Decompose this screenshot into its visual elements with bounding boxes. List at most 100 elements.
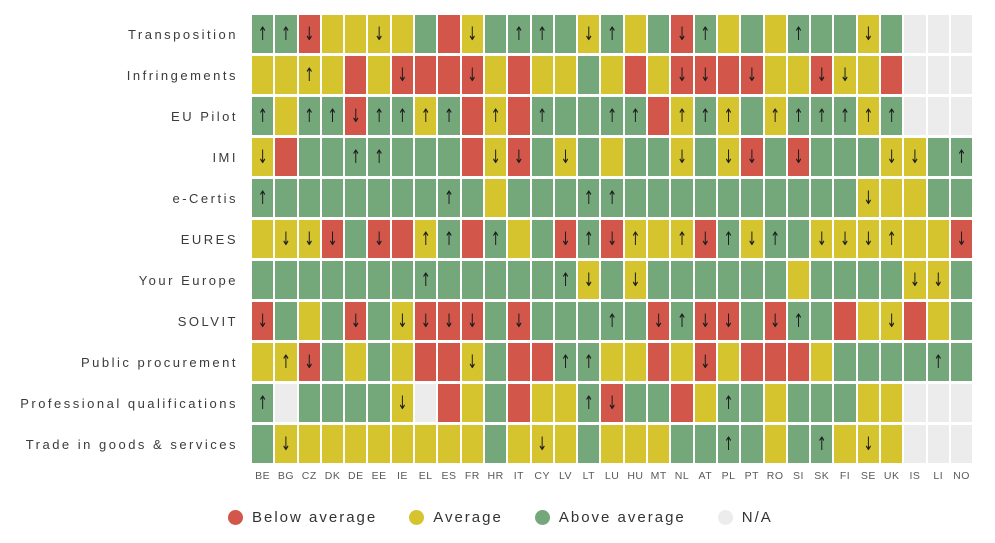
down-arrow-icon: ↓ xyxy=(770,310,781,332)
down-arrow-icon: ↓ xyxy=(653,310,664,332)
heatmap-cell xyxy=(368,384,390,422)
column-label: AT xyxy=(698,470,713,482)
row-label: Your Europe xyxy=(138,272,238,288)
heatmap-cell: ↓ xyxy=(671,56,693,94)
down-arrow-icon: ↓ xyxy=(956,228,967,250)
up-arrow-icon: ↑ xyxy=(723,392,734,414)
up-arrow-icon: ↑ xyxy=(490,105,501,127)
heatmap-cell xyxy=(904,220,926,258)
heatmap-cell xyxy=(950,56,973,94)
up-arrow-icon: ↑ xyxy=(257,23,268,45)
down-arrow-icon: ↓ xyxy=(607,228,618,250)
heatmap-cell xyxy=(321,384,344,422)
heatmap-cell xyxy=(904,179,926,217)
heatmap-cell xyxy=(904,343,926,381)
heatmap-cell xyxy=(927,425,949,463)
column-label: FI xyxy=(839,470,851,482)
heatmap-cell: ↓ xyxy=(671,138,693,176)
down-arrow-icon: ↓ xyxy=(327,228,338,250)
heatmap-cell xyxy=(601,261,623,299)
heatmap-cell: ↑ xyxy=(787,15,810,53)
heatmap-cell: ↓ xyxy=(764,302,786,340)
heatmap-cell xyxy=(368,302,390,340)
heatmap-cell xyxy=(671,261,693,299)
heatmap-cell xyxy=(950,179,973,217)
heatmap-cell: ↑ xyxy=(671,97,693,135)
heatmap-cell: ↓ xyxy=(461,302,483,340)
up-arrow-icon: ↑ xyxy=(327,105,338,127)
heatmap-cell xyxy=(950,302,973,340)
column-label: NO xyxy=(953,470,970,482)
up-arrow-icon: ↑ xyxy=(816,433,827,455)
heatmap-cell: ↓ xyxy=(252,302,274,340)
heatmap-cell xyxy=(391,425,414,463)
heatmap-cell: ↑ xyxy=(298,97,320,135)
column-label-spacer xyxy=(8,466,250,490)
heatmap-cell xyxy=(601,56,623,94)
heatmap-cell xyxy=(671,179,693,217)
heatmap-cell xyxy=(321,302,344,340)
heatmap-cell xyxy=(415,15,437,53)
heatmap-cell xyxy=(811,343,833,381)
column-label: ES xyxy=(441,470,457,482)
heatmap-cell: ↑ xyxy=(252,384,274,422)
down-arrow-icon: ↓ xyxy=(863,433,874,455)
heatmap-cell: ↑ xyxy=(601,302,623,340)
heatmap-cell: ↑ xyxy=(345,138,367,176)
heatmap-cell: ↓ xyxy=(717,302,740,340)
down-arrow-icon: ↓ xyxy=(397,310,408,332)
heatmap-cell xyxy=(438,384,460,422)
up-arrow-icon: ↑ xyxy=(583,392,594,414)
heatmap-cell: ↓ xyxy=(741,220,763,258)
heatmap-cell xyxy=(321,343,344,381)
up-arrow-icon: ↑ xyxy=(583,351,594,373)
heatmap-cell xyxy=(578,97,600,135)
heatmap-cell xyxy=(554,56,577,94)
heatmap-cell xyxy=(881,179,903,217)
heatmap-cell xyxy=(531,261,553,299)
down-arrow-icon: ↓ xyxy=(630,269,641,291)
heatmap-cell xyxy=(531,384,553,422)
heatmap-cell xyxy=(321,425,344,463)
column-label: PL xyxy=(721,470,736,482)
heatmap-cell: ↓ xyxy=(298,15,320,53)
down-arrow-icon: ↓ xyxy=(467,23,478,45)
heatmap-cell: ↓ xyxy=(648,302,670,340)
heatmap-cell: ↑ xyxy=(531,97,553,135)
down-arrow-icon: ↓ xyxy=(886,146,897,168)
down-arrow-icon: ↓ xyxy=(350,105,361,127)
heatmap-cell: ↑ xyxy=(531,15,553,53)
up-arrow-icon: ↑ xyxy=(700,105,711,127)
heatmap-cell xyxy=(461,97,483,135)
heatmap-cell xyxy=(321,56,344,94)
column-label: DK xyxy=(324,470,341,482)
down-arrow-icon: ↓ xyxy=(676,23,688,45)
heatmap-cell xyxy=(881,425,903,463)
heatmap-cell: ↓ xyxy=(881,138,903,176)
heatmap-cell xyxy=(834,302,856,340)
heatmap-cell: ↑ xyxy=(671,302,693,340)
heatmap-cell xyxy=(741,302,763,340)
down-arrow-icon: ↓ xyxy=(909,269,920,291)
up-arrow-icon: ↑ xyxy=(583,187,594,209)
heatmap-cell xyxy=(857,261,880,299)
legend-item: Below average xyxy=(228,509,377,526)
heatmap-cell xyxy=(415,179,437,217)
column-label: FR xyxy=(464,470,480,482)
up-arrow-icon: ↑ xyxy=(630,105,641,127)
up-arrow-icon: ↑ xyxy=(607,105,618,127)
column-label: BG xyxy=(277,470,295,482)
heatmap-cell xyxy=(345,15,367,53)
heatmap-cell xyxy=(368,179,390,217)
heatmap-cell: ↓ xyxy=(578,15,600,53)
heatmap-cell xyxy=(624,384,647,422)
heatmap-cell: ↑ xyxy=(252,97,274,135)
heatmap-cell: ↓ xyxy=(601,220,623,258)
heatmap-cell xyxy=(298,302,320,340)
heatmap-cell xyxy=(345,56,367,94)
down-arrow-icon: ↓ xyxy=(700,64,711,86)
heatmap-cell: ↑ xyxy=(671,220,693,258)
heatmap-cell xyxy=(391,220,414,258)
heatmap-cell: ↓ xyxy=(368,15,390,53)
heatmap-cell xyxy=(578,138,600,176)
